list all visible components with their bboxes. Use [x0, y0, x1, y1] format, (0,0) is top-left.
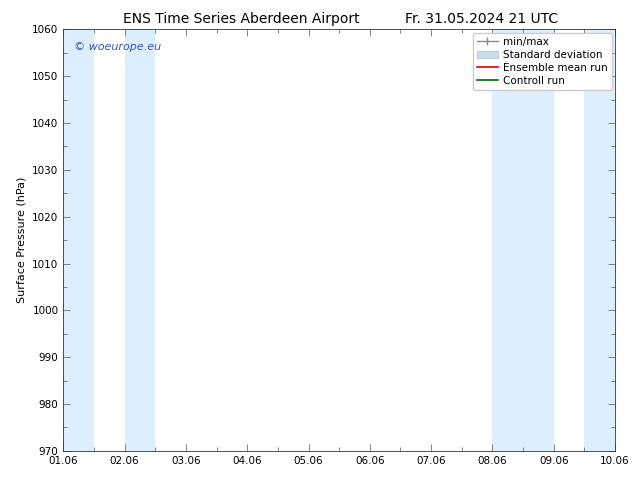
- Bar: [523, 29, 553, 451]
- Text: © woeurope.eu: © woeurope.eu: [74, 42, 162, 52]
- Text: Fr. 31.05.2024 21 UTC: Fr. 31.05.2024 21 UTC: [405, 12, 559, 26]
- Text: ENS Time Series Aberdeen Airport: ENS Time Series Aberdeen Airport: [122, 12, 359, 26]
- Bar: [585, 29, 615, 451]
- Legend: min/max, Standard deviation, Ensemble mean run, Controll run: min/max, Standard deviation, Ensemble me…: [473, 32, 612, 90]
- Bar: [125, 29, 155, 451]
- Bar: [63, 29, 94, 451]
- Bar: [493, 29, 523, 451]
- Y-axis label: Surface Pressure (hPa): Surface Pressure (hPa): [16, 177, 27, 303]
